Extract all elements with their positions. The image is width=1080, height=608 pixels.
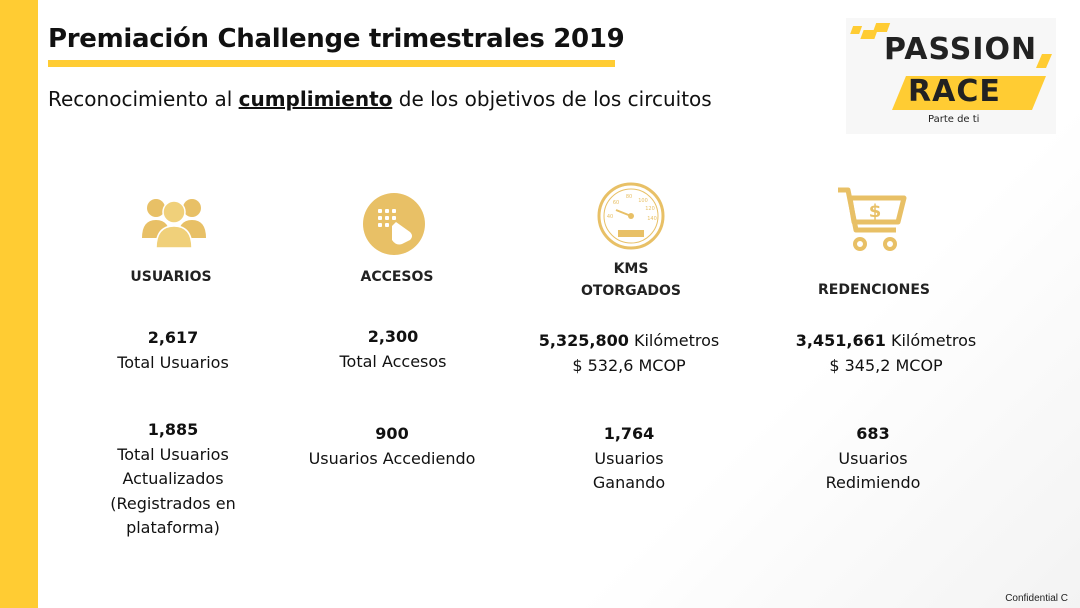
- kms-stat-ganando: 1,764 Usuarios Ganando: [529, 422, 729, 496]
- kms-stat-total: 5,325,800 Kilómetros $ 532,6 MCOP: [516, 329, 742, 378]
- usuarios-actualizados-line3: (Registrados en: [110, 493, 236, 513]
- usuarios-actualizados-line1: Total Usuarios: [117, 444, 229, 464]
- category-kms-line1: KMS: [613, 261, 649, 277]
- usuarios-total-label: Total Usuarios: [117, 352, 229, 372]
- cart-icon: $: [838, 187, 907, 251]
- category-kms-otorgados: KMS OTORGADOS: [531, 258, 731, 302]
- kms-ganando-line1: Usuarios: [594, 448, 664, 468]
- left-accent-bar: [0, 0, 38, 608]
- passion-race-logo: PASSION RACE Parte de ti: [846, 18, 1056, 134]
- kms-total-money: $ 532,6 MCOP: [572, 355, 686, 375]
- accesos-stat-accediendo: 900 Usuarios Accediendo: [292, 422, 492, 471]
- speedometer-icon: 40 60 80 100 120 140: [597, 182, 665, 250]
- usuarios-stat-total: 2,617 Total Usuarios: [73, 326, 273, 375]
- usuarios-actualizados-line4: plataforma): [126, 518, 220, 537]
- svg-text:120: 120: [645, 206, 655, 212]
- redenciones-stat-redimiendo: 683 Usuarios Redimiendo: [773, 422, 973, 496]
- accesos-accediendo-label: Usuarios Accediendo: [308, 448, 476, 468]
- kms-ganando-value: 1,764: [603, 424, 655, 443]
- redenciones-total-value: 3,451,661: [795, 331, 886, 350]
- kms-total-value: 5,325,800: [538, 331, 629, 350]
- usuarios-actualizados-value: 1,885: [147, 420, 199, 439]
- svg-text:100: 100: [638, 198, 648, 204]
- category-accesos: ACCESOS: [360, 269, 434, 285]
- accesos-stat-total: 2,300 Total Accesos: [293, 325, 493, 374]
- accesos-accediendo-value: 900: [375, 424, 409, 443]
- redenciones-redimiendo-line1: Usuarios: [838, 448, 908, 468]
- subtitle-emphasis: cumplimiento: [238, 87, 393, 111]
- usuarios-total-value: 2,617: [147, 328, 199, 347]
- svg-text:60: 60: [613, 200, 619, 206]
- page-subtitle: Reconocimiento al cumplimiento de los ob…: [48, 87, 712, 111]
- redenciones-redimiendo-value: 683: [856, 424, 890, 443]
- category-usuarios: USUARIOS: [130, 269, 212, 285]
- kms-total-unit: Kilómetros: [628, 331, 720, 350]
- subtitle-text-post: de los objetivos de los circuitos: [392, 87, 712, 111]
- subtitle-text-pre: Reconocimiento al: [48, 87, 239, 111]
- logo-graphic: [846, 18, 1056, 134]
- users-icon: [142, 199, 206, 249]
- kms-ganando-line2: Ganando: [592, 473, 666, 492]
- logo-word-race: RACE: [908, 74, 1001, 109]
- category-kms-line2: OTORGADOS: [580, 283, 682, 299]
- svg-text:40: 40: [607, 214, 613, 220]
- svg-text:80: 80: [626, 194, 632, 200]
- title-underline: [48, 60, 615, 67]
- logo-word-passion: PASSION: [884, 32, 1038, 67]
- confidential-label: Confidential C: [1005, 593, 1068, 604]
- usuarios-stat-actualizados: 1,885 Total Usuarios Actualizados (Regis…: [73, 418, 273, 541]
- logo-tagline: Parte de ti: [928, 114, 980, 125]
- touch-icon: [363, 193, 425, 255]
- redenciones-total-unit: Kilómetros: [885, 331, 977, 350]
- svg-text:140: 140: [647, 216, 657, 222]
- accesos-total-value: 2,300: [367, 327, 419, 346]
- usuarios-actualizados-line2: Actualizados: [122, 469, 224, 488]
- page-title: Premiación Challenge trimestrales 2019: [48, 24, 625, 54]
- redenciones-stat-total: 3,451,661 Kilómetros $ 345,2 MCOP: [773, 329, 999, 378]
- redenciones-redimiendo-line2: Redimiendo: [825, 473, 921, 492]
- redenciones-total-money: $ 345,2 MCOP: [829, 355, 943, 375]
- category-redenciones: REDENCIONES: [818, 282, 930, 298]
- svg-text:$: $: [869, 201, 882, 222]
- accesos-total-label: Total Accesos: [339, 351, 447, 371]
